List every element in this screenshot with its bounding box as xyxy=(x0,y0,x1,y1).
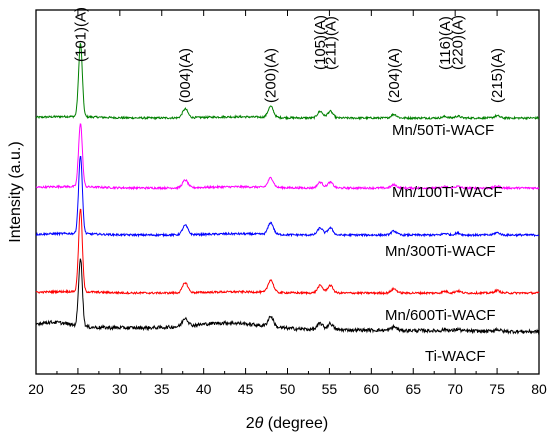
peak-label: (220)(A) xyxy=(450,15,467,70)
x-tick-label: 80 xyxy=(531,381,547,397)
x-tick-label: 20 xyxy=(28,381,44,397)
x-tick-label: 70 xyxy=(447,381,463,397)
series-line xyxy=(35,208,540,296)
x-tick-label: 50 xyxy=(280,381,296,397)
peak-label: (105)(A) xyxy=(312,15,329,70)
series-line xyxy=(35,123,540,191)
x-tick-label: 65 xyxy=(405,381,421,397)
series-lines xyxy=(35,43,540,335)
series-label: Mn/600Ti-WACF xyxy=(385,307,496,324)
peak-label: (116)(A) xyxy=(437,16,454,70)
peak-label: (211)(A) xyxy=(322,16,339,70)
peak-label: (215)(A) xyxy=(489,48,506,103)
peak-label: (204)(A) xyxy=(386,48,403,103)
x-tick-label: 60 xyxy=(364,381,380,397)
series-label: Mn/300Ti-WACF xyxy=(385,243,496,260)
x-tick-label: 40 xyxy=(196,381,212,397)
x-tick-label: 30 xyxy=(112,381,128,397)
x-axis-label: 2θ (degree) xyxy=(246,415,329,432)
x-tick-label: 75 xyxy=(489,381,505,397)
series-line xyxy=(35,43,540,121)
series-line xyxy=(35,155,540,238)
x-axis-ticks: 20 25 30 35 40 45 50 55 60 65 70 75 80 xyxy=(28,10,547,397)
peak-label: (004)(A) xyxy=(177,48,194,103)
series-label: Mn/100Ti-WACF xyxy=(392,184,503,201)
x-tick-label: 45 xyxy=(238,381,254,397)
peak-labels: (101)(A) (004)(A) (200)(A) (105)(A)(211)(A)… xyxy=(72,7,506,103)
series-labels: Mn/50Ti-WACF Mn/100Ti-WACF Mn/300Ti-WACF Mn… xyxy=(385,122,503,365)
x-tick-label: 25 xyxy=(70,381,86,397)
series-label: Mn/50Ti-WACF xyxy=(392,122,494,139)
series-line xyxy=(35,258,540,335)
x-tick-label: 55 xyxy=(322,381,338,397)
series-label: Ti-WACF xyxy=(425,348,486,365)
x-tick-label: 35 xyxy=(154,381,170,397)
peak-label: (101)(A) xyxy=(72,7,89,62)
peak-label: (200)(A) xyxy=(263,48,280,103)
y-axis-label: Intensity (a.u.) xyxy=(7,141,24,242)
